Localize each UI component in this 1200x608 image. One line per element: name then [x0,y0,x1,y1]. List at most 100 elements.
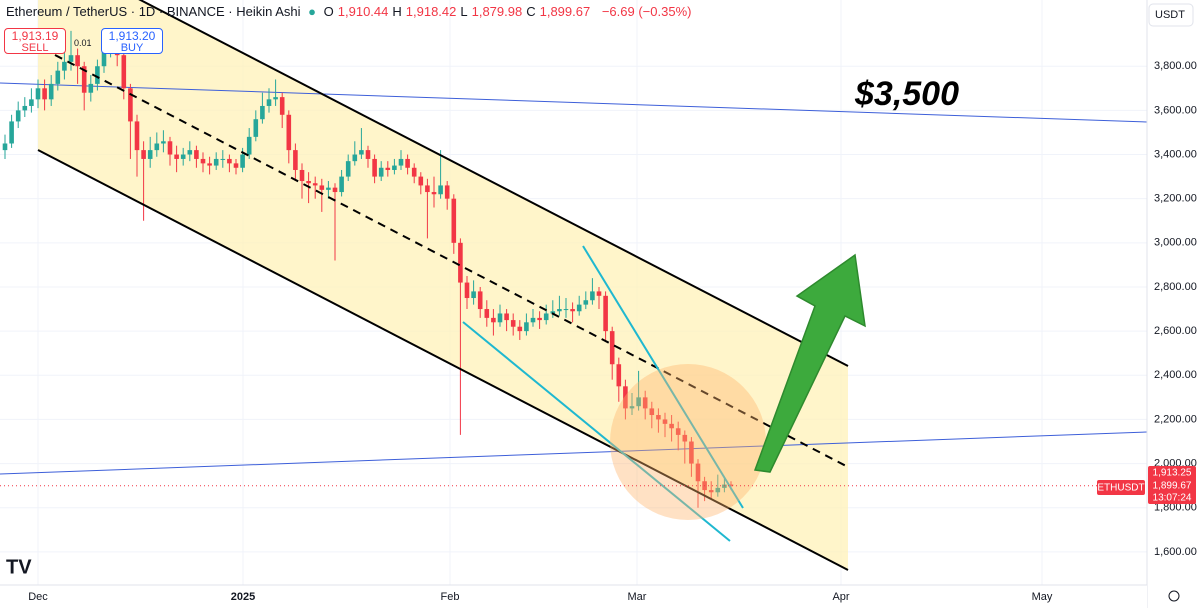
candle-body [543,313,549,321]
countdown: 13:07:24 [1153,493,1192,504]
candle-body [359,150,364,155]
candle-body [497,313,503,323]
candle-body [517,326,523,332]
candle-body [669,423,674,429]
candle-body [524,322,529,332]
candle-body [425,185,430,193]
candle-body [576,304,582,312]
buy-label[interactable]: BUY [120,42,144,54]
candle-body [656,415,661,420]
y-tick-label: 3,600.00 [1154,104,1197,116]
candle-body [418,176,424,186]
candle-body [207,163,212,166]
x-tick-label: Feb [441,591,460,603]
candle-body [2,143,8,151]
ohlc-key: O [323,4,334,19]
x-tick-label: Apr [832,591,849,603]
candle-body [444,185,450,199]
sell-button[interactable]: 1,913.19 SELL [4,28,66,54]
candle-body [319,185,325,190]
candle-body [246,136,252,155]
y-tick-label: 1,600.00 [1154,546,1197,558]
candle-body [570,309,575,312]
y-tick-label: 2,600.00 [1154,325,1197,337]
logo: TV [6,556,32,578]
y-axis-panel [1147,0,1200,608]
candle-body [728,484,734,486]
candle-body [174,154,179,159]
candle-body [286,114,292,151]
symbol-label: ETHUSDT [1097,483,1144,494]
candle-body [128,88,133,122]
channel-mid [54,54,849,468]
x-axis-panel [0,585,1147,608]
sell-price[interactable]: 1,913.19 [11,29,59,43]
candle-body [88,83,94,93]
candle-body [642,397,648,409]
candle-body [253,119,259,137]
highlight-circle [610,364,766,520]
status-dot: ● [308,4,317,19]
currency[interactable]: USDT [1155,9,1185,21]
candle-body [200,158,206,164]
channel-upper [138,0,849,367]
candle-body [55,70,61,84]
candle-body [715,487,721,493]
candle-body [220,158,226,160]
channel-fill [38,0,848,570]
symbol-title: Ethereum / TetherUS · 1D · BINANCE · Hei… [6,4,301,19]
settings-icon[interactable] [1168,590,1180,602]
last-price: 1,899.67 [1153,481,1192,492]
candle-body [306,181,311,184]
candle-body [81,66,87,93]
ohlc: O 1,910.44 H 1,918.42 L 1,879.98 C 1,899.67 [324,4,595,19]
buy-price[interactable]: 1,913.20 [108,29,156,43]
candle-body [101,48,107,67]
candle-body [411,167,417,177]
y-tick-label: 2,400.00 [1154,369,1197,381]
change: −6.69 (−0.35%) [601,4,692,19]
x-tick-label: May [1032,591,1053,603]
buy-button[interactable]: 1,913.20 BUY [101,28,163,54]
candle-body [147,150,153,159]
candle-body [339,176,344,193]
x-tick-label: Dec [28,591,48,603]
candle-body [299,169,305,182]
candle-body [9,121,14,144]
candle-body [385,167,391,170]
candle-body [629,406,635,409]
candle-body [550,311,556,314]
ohlc-key: L [460,4,468,19]
candle-body [180,154,186,159]
candle-body [240,154,245,168]
candle-body [213,158,219,166]
candle-body [504,313,509,321]
candle-body [312,183,318,186]
candle-body [675,428,681,435]
y-tick-label: 3,800.00 [1154,60,1197,72]
candle-body [266,99,272,106]
candle-body [154,143,160,151]
sell-label[interactable]: SELL [21,42,49,54]
candle-body [365,150,371,159]
candle-body [451,198,457,243]
candle-body [352,154,358,162]
bid-price: 1,913.25 [1153,468,1192,479]
candle-body [695,463,701,482]
x-tick-label: Mar [628,591,647,603]
candle-body [682,434,688,442]
candle-body [29,99,34,106]
header: Ethereum / TetherUS · 1D · BINANCE · Hei… [6,4,695,19]
candle-body [484,309,490,318]
support-line [0,431,1148,475]
candle-body [35,88,41,100]
candle-body [273,97,278,100]
wedge-lower [462,321,731,542]
candle-body [378,167,384,177]
y-tick-label: 1,800.00 [1154,502,1197,514]
spread: 0.01 [74,38,92,48]
currency-button[interactable] [1148,3,1194,27]
candle-body [141,150,146,159]
